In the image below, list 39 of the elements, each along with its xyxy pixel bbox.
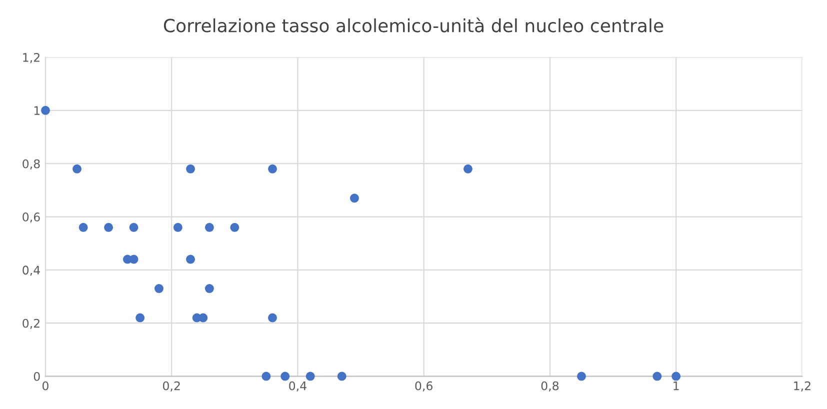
- point: [204, 284, 214, 294]
- x-tick-label: 0,6: [415, 381, 432, 392]
- x-tick-label: 0,4: [289, 381, 306, 392]
- point: [280, 372, 290, 381]
- y-tick-label: 1,2: [23, 52, 40, 64]
- point: [186, 164, 196, 174]
- point: [104, 222, 114, 232]
- point: [40, 106, 50, 115]
- chart-title: Correlazione tasso alcolemico-unità del nucleo centrale: [164, 18, 664, 32]
- point: [268, 313, 277, 322]
- point: [186, 254, 196, 264]
- point: [463, 164, 472, 174]
- point: [204, 222, 214, 232]
- point: [154, 284, 164, 294]
- y-tick-label: 0,4: [22, 266, 40, 276]
- x-tick-label: 0,2: [162, 381, 180, 392]
- point: [306, 372, 315, 381]
- point: [72, 164, 82, 174]
- y-tick-label: 0: [34, 372, 40, 381]
- x-tick-label: 0: [42, 381, 48, 390]
- point: [173, 222, 182, 232]
- point: [129, 222, 138, 232]
- point: [78, 222, 88, 232]
- y-tick-label: 1: [34, 106, 40, 115]
- x-tick-label: 1,2: [794, 381, 810, 392]
- x-tick-label: 0,8: [541, 381, 559, 392]
- point: [262, 372, 271, 381]
- x-tick-label: 1: [674, 382, 679, 390]
- point: [350, 194, 359, 203]
- y-tick-label: 0,8: [22, 159, 40, 170]
- point: [268, 164, 277, 174]
- point: [136, 313, 145, 322]
- point: [672, 372, 681, 381]
- y-tick-label: 0,2: [22, 318, 40, 329]
- point: [230, 222, 240, 232]
- point: [652, 372, 662, 381]
- point: [576, 372, 586, 381]
- point: [337, 372, 346, 381]
- y-tick-label: 0,6: [22, 212, 40, 223]
